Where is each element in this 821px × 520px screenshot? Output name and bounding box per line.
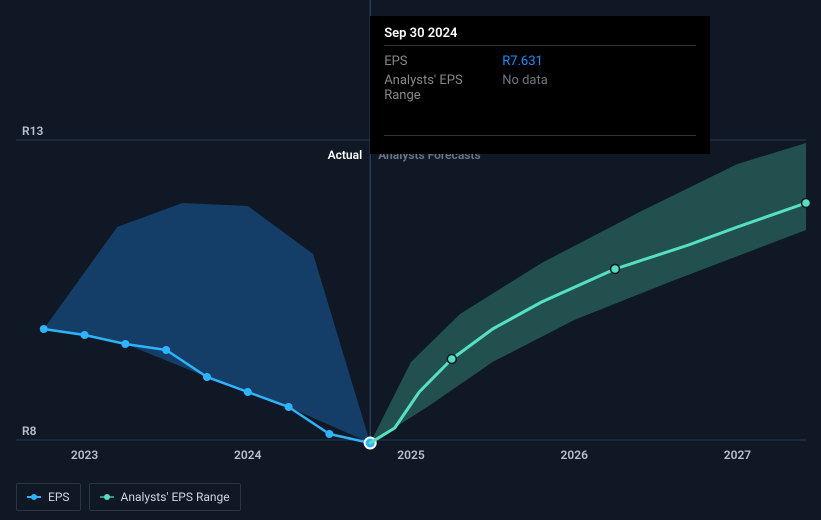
- tooltip-label: EPS: [384, 54, 502, 69]
- tooltip-divider: [384, 135, 696, 136]
- x-axis-tick: 2026: [561, 448, 588, 462]
- y-axis-label-top: R13: [22, 124, 43, 138]
- x-axis-tick: 2024: [234, 448, 261, 462]
- legend-item-eps[interactable]: EPS: [16, 483, 81, 511]
- chart-legend: EPS Analysts' EPS Range: [16, 483, 241, 511]
- legend-label: EPS: [48, 490, 70, 504]
- x-axis-tick: 2025: [397, 448, 424, 462]
- eps-chart: R13 R8 Actual Analysts Forecasts 2023202…: [0, 0, 821, 520]
- x-axis-tick: 2023: [71, 448, 98, 462]
- x-axis-tick: 2027: [724, 448, 751, 462]
- tooltip-date: Sep 30 2024: [384, 26, 696, 46]
- tooltip-row-range: Analysts' EPS Range No data: [384, 71, 696, 105]
- tooltip-row-eps: EPS R7.631: [384, 52, 696, 71]
- tooltip-value: No data: [502, 73, 548, 103]
- tooltip-value: R7.631: [502, 54, 543, 69]
- legend-swatch-icon: [100, 493, 114, 501]
- chart-tooltip: Sep 30 2024 EPS R7.631 Analysts' EPS Ran…: [370, 16, 710, 154]
- y-axis-label-bottom: R8: [22, 424, 36, 438]
- section-label-actual: Actual: [328, 148, 363, 162]
- tooltip-label: Analysts' EPS Range: [384, 73, 502, 103]
- legend-swatch-icon: [27, 493, 41, 501]
- legend-label: Analysts' EPS Range: [121, 490, 230, 504]
- legend-item-range[interactable]: Analysts' EPS Range: [89, 483, 241, 511]
